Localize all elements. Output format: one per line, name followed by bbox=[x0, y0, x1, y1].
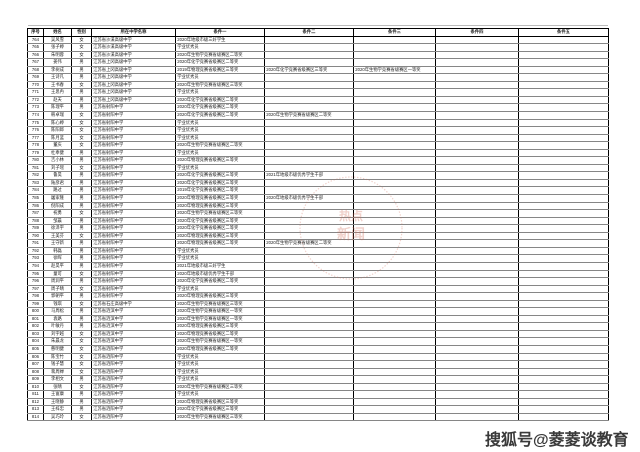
svg-text:新闻: 新闻 bbox=[337, 226, 365, 242]
svg-text:热点: 热点 bbox=[339, 208, 363, 223]
